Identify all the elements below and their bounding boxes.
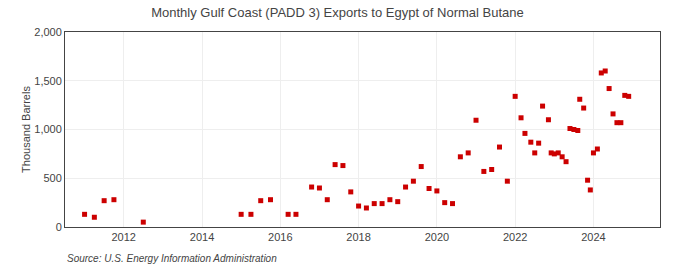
svg-text:Monthly Gulf Coast (PADD 3) Ex: Monthly Gulf Coast (PADD 3) Exports to E… [151,5,524,20]
svg-text:0: 0 [56,221,62,233]
svg-text:2012: 2012 [111,231,135,243]
svg-text:2022: 2022 [503,231,527,243]
svg-text:2020: 2020 [425,231,449,243]
svg-text:Thousand Barrels: Thousand Barrels [20,86,32,173]
svg-text:2,000: 2,000 [34,26,62,38]
svg-text:2016: 2016 [268,231,292,243]
svg-text:1,000: 1,000 [34,123,62,135]
svg-text:2024: 2024 [581,231,605,243]
svg-text:2014: 2014 [190,231,214,243]
svg-text:Source: U.S. Energy Informatio: Source: U.S. Energy Information Administ… [67,253,277,264]
svg-text:1,500: 1,500 [34,75,62,87]
svg-text:500: 500 [43,172,61,184]
svg-text:2018: 2018 [346,231,370,243]
